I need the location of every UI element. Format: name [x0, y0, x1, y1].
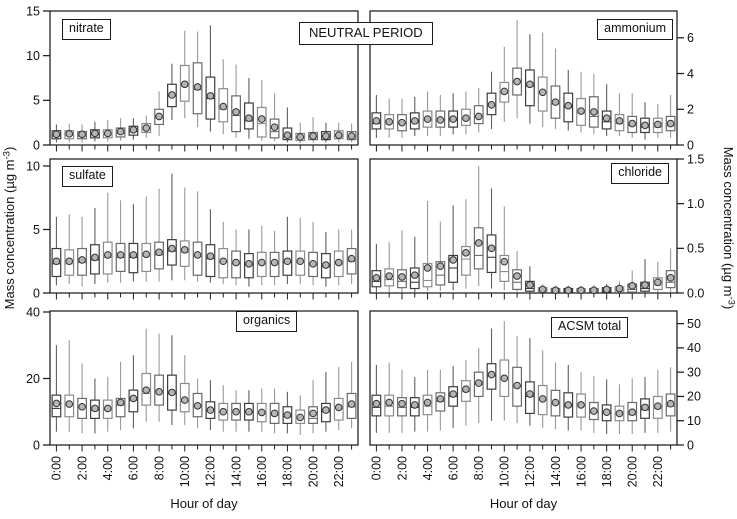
- svg-text:18:00: 18:00: [600, 456, 614, 487]
- svg-text:2:00: 2:00: [75, 456, 89, 480]
- svg-text:15: 15: [26, 4, 40, 18]
- svg-text:0:00: 0:00: [50, 456, 64, 480]
- y-axis-title-left: Mass concentration (µg m-3): [2, 147, 18, 310]
- svg-text:1.5: 1.5: [687, 152, 704, 166]
- svg-text:14:00: 14:00: [229, 456, 243, 487]
- svg-text:0: 0: [33, 438, 40, 452]
- svg-text:50: 50: [687, 317, 701, 331]
- x-axis-title-left: Hour of day: [170, 496, 238, 511]
- svg-text:4:00: 4:00: [421, 456, 435, 480]
- svg-text:12:00: 12:00: [204, 456, 218, 487]
- panel-sulfate: 0 5 10: [26, 158, 359, 300]
- svg-text:2:00: 2:00: [395, 456, 409, 480]
- svg-text:20:00: 20:00: [626, 456, 640, 487]
- svg-text:0: 0: [687, 138, 694, 152]
- panel-label-sulfate: sulfate: [62, 166, 113, 187]
- svg-text:1.0: 1.0: [687, 197, 704, 211]
- panel-label-ammonium: ammonium: [597, 19, 673, 40]
- svg-text:14:00: 14:00: [549, 456, 563, 487]
- svg-text:2: 2: [687, 103, 694, 117]
- svg-text:20: 20: [687, 390, 701, 404]
- svg-text:40: 40: [687, 341, 701, 355]
- svg-text:10:00: 10:00: [178, 456, 192, 487]
- svg-text:0.5: 0.5: [687, 242, 704, 256]
- svg-text:10: 10: [687, 414, 701, 428]
- svg-text:16:00: 16:00: [255, 456, 269, 487]
- svg-text:20: 20: [26, 372, 40, 386]
- svg-text:10: 10: [26, 49, 40, 63]
- y-axis-title-right: Mass concentration (µg m-3): [721, 147, 737, 310]
- panel-organics: 0 20 40 0:00 2:00 4:00 6:00 8:00 10:00 12:00 14:00…: [26, 305, 359, 487]
- svg-text:18:00: 18:00: [281, 456, 295, 487]
- svg-text:10: 10: [26, 159, 40, 173]
- svg-text:5: 5: [33, 223, 40, 237]
- panel-label-nitrate: nitrate: [62, 19, 111, 40]
- svg-text:40: 40: [26, 305, 40, 319]
- svg-text:8:00: 8:00: [152, 456, 166, 480]
- svg-text:0: 0: [687, 438, 694, 452]
- svg-text:0.0: 0.0: [687, 286, 704, 300]
- svg-text:4:00: 4:00: [101, 456, 115, 480]
- svg-text:22:00: 22:00: [332, 456, 346, 487]
- x-axis-title-right: Hour of day: [490, 496, 558, 511]
- svg-text:4: 4: [687, 67, 694, 81]
- svg-text:10:00: 10:00: [498, 456, 512, 487]
- period-title-box: NEUTRAL PERIOD: [299, 22, 433, 46]
- svg-text:0: 0: [33, 286, 40, 300]
- svg-text:0:00: 0:00: [370, 456, 384, 480]
- svg-text:12:00: 12:00: [523, 456, 537, 487]
- panel-label-chloride: chloride: [611, 163, 669, 184]
- svg-text:6: 6: [687, 31, 694, 45]
- svg-text:6:00: 6:00: [446, 456, 460, 480]
- panel-acsm_total: 0 10 20 30 40 50 0:00 2:00 4:00 6:00 8:00 10:00 12:0…: [369, 310, 701, 487]
- panel-label-acsm-total: ACSM total: [551, 317, 629, 338]
- panel-label-organics: organics: [236, 311, 298, 332]
- panel-chloride: 0.0 0.5 1.0 1.5: [369, 152, 704, 300]
- svg-text:5: 5: [33, 94, 40, 108]
- panel-ammonium: 0 2 4 6: [369, 10, 694, 152]
- svg-text:30: 30: [687, 365, 701, 379]
- svg-text:8:00: 8:00: [472, 456, 486, 480]
- svg-text:16:00: 16:00: [574, 456, 588, 487]
- svg-text:6:00: 6:00: [127, 456, 141, 480]
- svg-text:20:00: 20:00: [306, 456, 320, 487]
- svg-text:22:00: 22:00: [651, 456, 665, 487]
- svg-text:0: 0: [33, 138, 40, 152]
